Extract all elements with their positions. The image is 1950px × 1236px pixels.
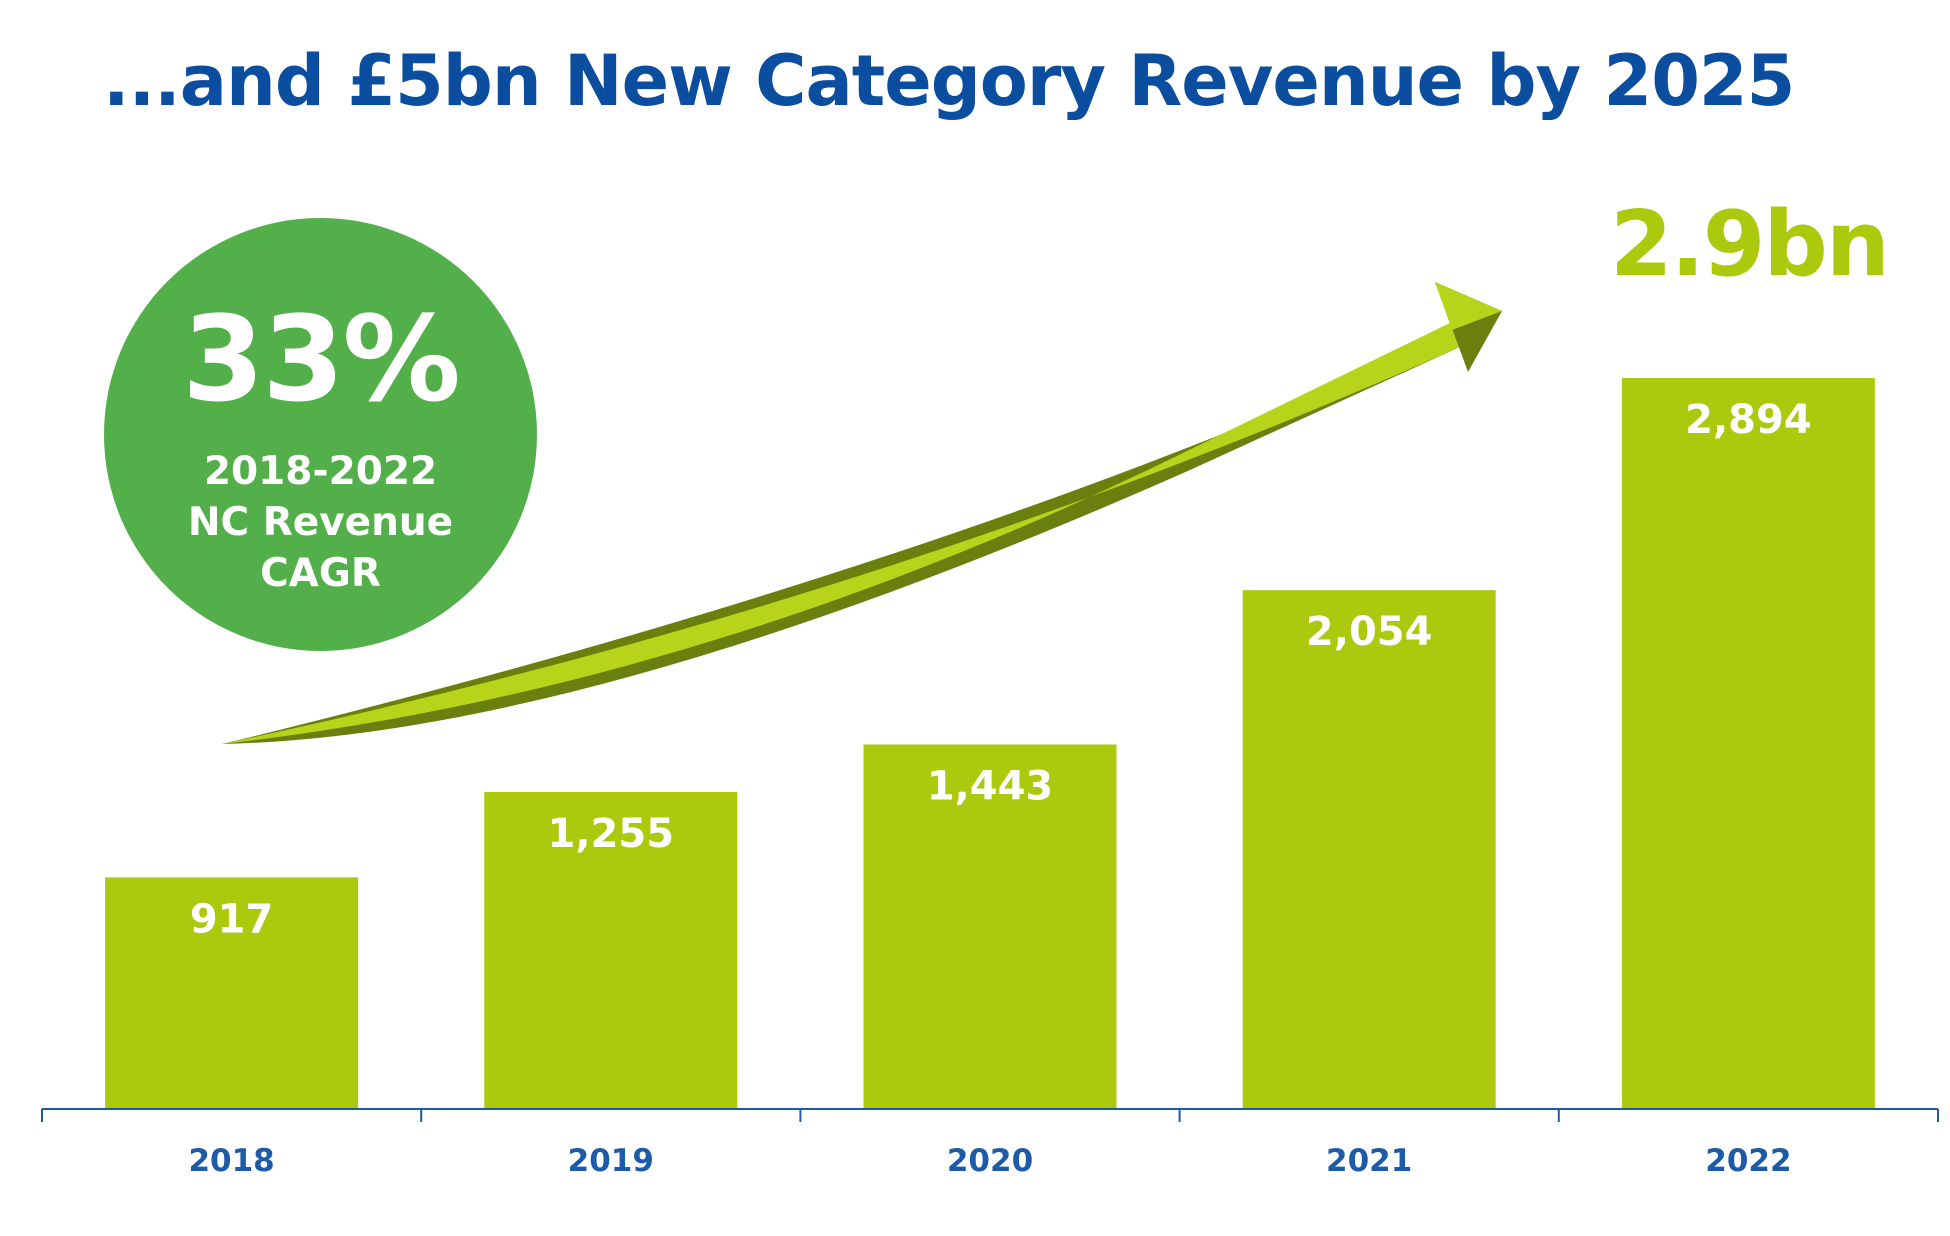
cagr-period: 2018-2022 bbox=[203, 449, 438, 494]
bar-2021 bbox=[1242, 590, 1496, 1109]
labels-layer: 917 2018 1,255 2019 1,443 2020 2,054 2021 2,894 2… bbox=[188, 397, 1811, 1179]
page-title: ...and £5bn New Category Revenue by 2025 bbox=[103, 40, 1795, 122]
highlight-value: 2.9bn bbox=[1610, 192, 1890, 297]
cagr-value: 33% bbox=[182, 290, 460, 428]
cagr-label: CAGR bbox=[260, 551, 381, 596]
growth-arrow-icon bbox=[222, 282, 1502, 744]
x-tick-label: 2020 bbox=[947, 1143, 1033, 1179]
x-axis bbox=[41, 1108, 1939, 1122]
bar-2022 bbox=[1621, 378, 1875, 1109]
bar-2020 bbox=[863, 744, 1117, 1109]
bars-layer bbox=[105, 378, 1875, 1109]
bar-value-label: 2,054 bbox=[1306, 609, 1433, 655]
x-tick-label: 2019 bbox=[568, 1143, 654, 1179]
bar-2018 bbox=[105, 877, 359, 1109]
cagr-metric: NC Revenue bbox=[187, 500, 454, 545]
x-tick-label: 2018 bbox=[188, 1143, 274, 1179]
x-tick-label: 2022 bbox=[1705, 1143, 1791, 1179]
x-tick-label: 2021 bbox=[1326, 1143, 1412, 1179]
bar-2019 bbox=[484, 791, 738, 1109]
bar-value-label: 917 bbox=[190, 896, 274, 942]
bar-value-label: 1,443 bbox=[927, 764, 1054, 810]
cagr-badge: 33% 2018-2022 NC Revenue CAGR bbox=[104, 218, 537, 651]
bar-value-label: 2,894 bbox=[1685, 397, 1812, 443]
bar-value-label: 1,255 bbox=[548, 811, 675, 857]
